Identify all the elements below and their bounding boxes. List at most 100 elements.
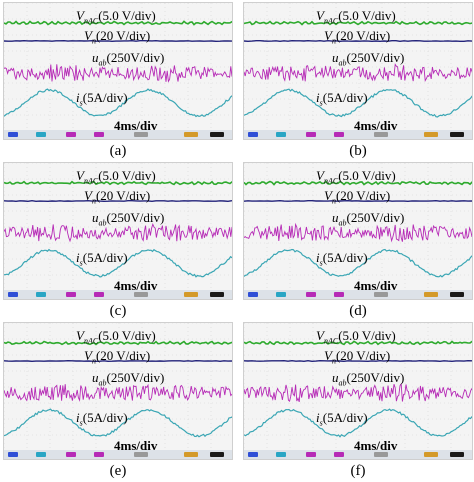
label-vn-scale: (20 V/div): [335, 188, 391, 203]
scope-panel-b: VnAC(5.0 V/div) Vn(20 V/div) uab(250V/div)…: [243, 2, 473, 140]
channel-indicator: [306, 132, 316, 137]
label-vn-subscript: n: [331, 196, 336, 206]
panel-caption: (e): [109, 463, 127, 479]
channel-indicator: [66, 452, 76, 457]
label-is: is(5A/div): [76, 91, 128, 108]
label-uab-scale: (250V/div): [346, 50, 405, 65]
label-vn-symbol: V: [324, 348, 332, 363]
label-vn-symbol: V: [84, 348, 92, 363]
label-is: is(5A/div): [76, 411, 128, 428]
label-vn-symbol: V: [324, 28, 332, 43]
label-is-subscript: s: [319, 418, 323, 428]
channel-indicator: [306, 292, 316, 297]
label-vn: Vn(20 V/div): [324, 29, 390, 46]
scope-screen: [244, 163, 472, 292]
label-vn-scale: (20 V/div): [95, 348, 151, 363]
label-uab-symbol: u: [332, 210, 339, 225]
label-vnac-scale: (5.0 V/div): [98, 328, 156, 343]
label-vnac-symbol: V: [316, 168, 324, 183]
label-uab-subscript: ab: [338, 378, 347, 388]
label-timebase: 4ms/div: [354, 278, 398, 293]
channel-indicator: [276, 132, 286, 137]
label-is-scale: (5A/div): [82, 90, 128, 105]
trace-vnac: [4, 340, 232, 346]
label-is-symbol: i: [76, 90, 80, 105]
label-is-symbol: i: [76, 250, 80, 265]
trace-is: [4, 88, 232, 118]
channel-indicator: [66, 132, 76, 137]
label-is-scale: (5A/div): [82, 250, 128, 265]
scope-panel-f: VnAC(5.0 V/div) Vn(20 V/div) uab(250V/div)…: [243, 322, 473, 460]
trace-uab: [244, 63, 472, 83]
channel-indicator: [424, 132, 438, 137]
trace-vnac: [4, 180, 232, 186]
label-vn-subscript: n: [331, 36, 336, 46]
label-is: is(5A/div): [316, 411, 368, 428]
scope-screen: [4, 163, 232, 292]
label-vnac-symbol: V: [76, 168, 84, 183]
label-uab: uab(250V/div): [332, 371, 404, 388]
label-uab-symbol: u: [92, 210, 99, 225]
label-vn: Vn(20 V/div): [324, 349, 390, 366]
label-is: is(5A/div): [76, 251, 128, 268]
label-uab-symbol: u: [332, 50, 339, 65]
label-is-scale: (5A/div): [322, 250, 368, 265]
panel-caption: (c): [109, 303, 127, 319]
channel-indicator: [36, 132, 46, 137]
panel-caption: (d): [349, 303, 367, 319]
panel-caption: (a): [109, 143, 127, 159]
label-is: is(5A/div): [316, 91, 368, 108]
channel-indicator: [450, 292, 464, 297]
label-timebase: 4ms/div: [114, 438, 158, 453]
label-vn-subscript: n: [91, 196, 96, 206]
label-vn: Vn(20 V/div): [84, 349, 150, 366]
channel-indicator: [334, 132, 344, 137]
label-timebase: 4ms/div: [354, 438, 398, 453]
label-vn-subscript: n: [91, 356, 96, 366]
trace-uab: [4, 223, 232, 243]
trace-vnac: [4, 20, 232, 26]
label-uab-symbol: u: [332, 370, 339, 385]
label-vn-symbol: V: [84, 28, 92, 43]
label-vn: Vn(20 V/div): [84, 29, 150, 46]
trace-vnac: [244, 340, 472, 346]
label-is-symbol: i: [316, 250, 320, 265]
trace-is: [4, 248, 232, 278]
label-uab-subscript: ab: [98, 378, 107, 388]
label-uab-symbol: u: [92, 370, 99, 385]
label-is-symbol: i: [76, 410, 80, 425]
label-is-subscript: s: [319, 98, 323, 108]
scope-status-bar: [244, 130, 472, 139]
trace-uab: [4, 383, 232, 402]
channel-indicator: [36, 452, 46, 457]
channel-indicator: [36, 292, 46, 297]
scope-status-bar: [4, 290, 232, 299]
channel-indicator: [450, 132, 464, 137]
scope-panel-a: VnAC(5.0 V/div) Vn(20 V/div) uab(250V/div)…: [3, 2, 233, 140]
label-vnac-subscript: nAC: [323, 16, 339, 26]
channel-indicator: [248, 132, 258, 137]
label-is-subscript: s: [79, 418, 83, 428]
channel-indicator: [210, 292, 224, 297]
label-uab-scale: (250V/div): [106, 370, 165, 385]
scope-panel-e: VnAC(5.0 V/div) Vn(20 V/div) uab(250V/div)…: [3, 322, 233, 460]
channel-indicator: [134, 452, 148, 457]
label-vnac-symbol: V: [316, 8, 324, 23]
label-uab: uab(250V/div): [332, 211, 404, 228]
channel-indicator: [424, 292, 438, 297]
scope-screen: [4, 3, 232, 132]
trace-is: [4, 408, 232, 438]
trace-vn: [4, 199, 232, 203]
label-vn-scale: (20 V/div): [335, 28, 391, 43]
trace-vn: [4, 39, 232, 43]
label-uab-scale: (250V/div): [106, 210, 165, 225]
channel-indicator: [94, 292, 104, 297]
label-uab-subscript: ab: [338, 58, 347, 68]
label-vnac: VnAC(5.0 V/div): [76, 169, 156, 186]
label-vn: Vn(20 V/div): [84, 189, 150, 206]
scope-status-bar: [4, 450, 232, 459]
label-is-symbol: i: [316, 410, 320, 425]
label-vnac-symbol: V: [76, 328, 84, 343]
label-vnac: VnAC(5.0 V/div): [316, 329, 396, 346]
trace-vnac: [244, 180, 472, 186]
